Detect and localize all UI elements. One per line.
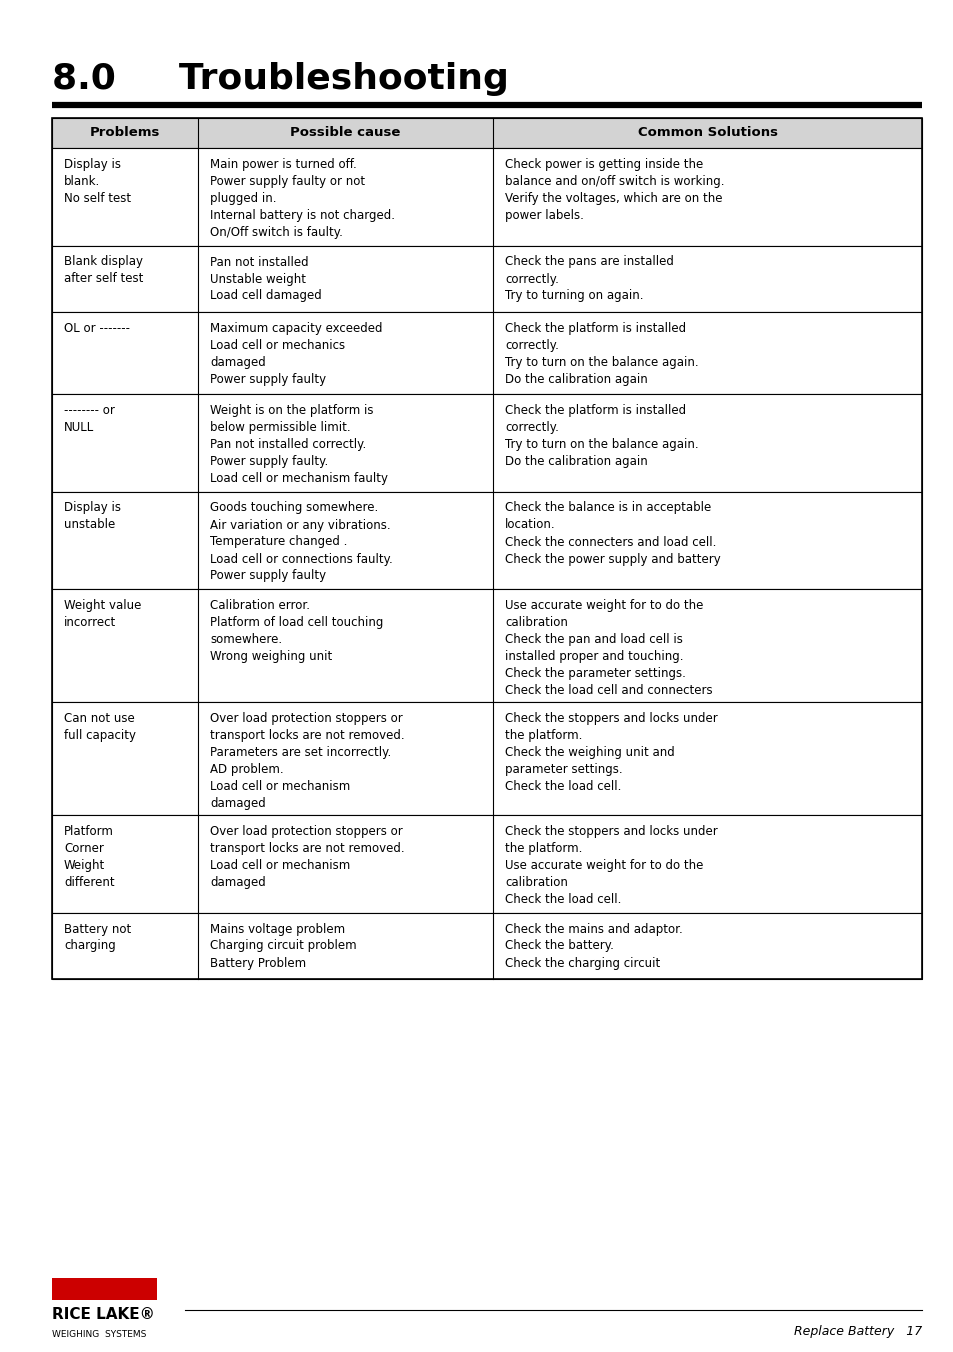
Bar	[52, 702, 921, 815]
Bar	[52, 492, 921, 589]
Bar	[52, 118, 921, 979]
Text: Check the pans are installed
correctly.
Try to turning on again.: Check the pans are installed correctly. …	[504, 256, 673, 303]
Text: Goods touching somewhere.
Air variation or any vibrations.
Temperature changed .: Goods touching somewhere. Air variation …	[210, 502, 393, 583]
Text: Use accurate weight for to do the
calibration
Check the pan and load cell is
ins: Use accurate weight for to do the calibr…	[504, 599, 712, 698]
Text: -------- or
NULL: -------- or NULL	[64, 404, 114, 434]
Text: Can not use
full capacity: Can not use full capacity	[64, 713, 136, 742]
Text: Weight is on the platform is
below permissible limit.
Pan not installed correctl: Weight is on the platform is below permi…	[210, 404, 388, 485]
Text: Battery not
charging: Battery not charging	[64, 922, 132, 953]
Bar	[52, 815, 921, 913]
Bar	[52, 1278, 157, 1301]
Text: RICE LAKE®: RICE LAKE®	[52, 1307, 154, 1322]
Bar	[52, 246, 921, 312]
Bar	[52, 913, 921, 979]
Text: Check the stoppers and locks under
the platform.
Use accurate weight for to do t: Check the stoppers and locks under the p…	[504, 825, 717, 906]
Text: Common Solutions: Common Solutions	[637, 127, 777, 139]
Bar	[52, 589, 921, 702]
Text: Platform
Corner
Weight
different: Platform Corner Weight different	[64, 825, 114, 890]
Text: Possible cause: Possible cause	[290, 127, 400, 139]
Text: Check the stoppers and locks under
the platform.
Check the weighing unit and
par: Check the stoppers and locks under the p…	[504, 713, 717, 794]
Text: Check the balance is in acceptable
location.
Check the connecters and load cell.: Check the balance is in acceptable locat…	[504, 502, 720, 565]
Text: Check power is getting inside the
balance and on/off switch is working.
Verify t: Check power is getting inside the balanc…	[504, 158, 723, 222]
Text: Maximum capacity exceeded
Load cell or mechanics
damaged
Power supply faulty: Maximum capacity exceeded Load cell or m…	[210, 322, 382, 387]
Bar	[52, 393, 921, 492]
Text: OL or -------: OL or -------	[64, 322, 130, 335]
Text: Pan not installed
Unstable weight
Load cell damaged: Pan not installed Unstable weight Load c…	[210, 256, 321, 303]
Text: 8.0     Troubleshooting: 8.0 Troubleshooting	[52, 62, 508, 96]
Text: Blank display
after self test: Blank display after self test	[64, 256, 143, 285]
Bar	[52, 118, 921, 147]
Text: Main power is turned off.
Power supply faulty or not
plugged in.
Internal batter: Main power is turned off. Power supply f…	[210, 158, 395, 239]
Bar	[52, 312, 921, 393]
Text: Over load protection stoppers or
transport locks are not removed.
Parameters are: Over load protection stoppers or transpo…	[210, 713, 404, 810]
Text: Problems: Problems	[90, 127, 160, 139]
Text: Weight value
incorrect: Weight value incorrect	[64, 599, 141, 629]
Text: Replace Battery   17: Replace Battery 17	[793, 1325, 921, 1338]
Text: Check the platform is installed
correctly.
Try to turn on the balance again.
Do : Check the platform is installed correctl…	[504, 322, 698, 387]
Text: Over load protection stoppers or
transport locks are not removed.
Load cell or m: Over load protection stoppers or transpo…	[210, 825, 404, 890]
Text: Check the platform is installed
correctly.
Try to turn on the balance again.
Do : Check the platform is installed correctl…	[504, 404, 698, 468]
Text: WEIGHING  SYSTEMS: WEIGHING SYSTEMS	[52, 1330, 146, 1338]
Text: Mains voltage problem
Charging circuit problem
Battery Problem: Mains voltage problem Charging circuit p…	[210, 922, 356, 969]
Text: Calibration error.
Platform of load cell touching
somewhere.
Wrong weighing unit: Calibration error. Platform of load cell…	[210, 599, 383, 662]
Text: Display is
unstable: Display is unstable	[64, 502, 121, 531]
Bar	[52, 147, 921, 246]
Text: Check the mains and adaptor.
Check the battery.
Check the charging circuit: Check the mains and adaptor. Check the b…	[504, 922, 682, 969]
Text: Display is
blank.
No self test: Display is blank. No self test	[64, 158, 131, 206]
